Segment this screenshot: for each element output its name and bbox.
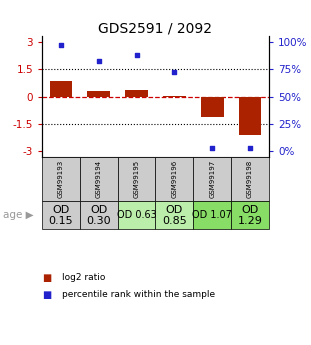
Text: GSM99196: GSM99196 [171, 160, 177, 198]
Bar [87, 91, 110, 97]
Title: GDS2591 / 2092: GDS2591 / 2092 [99, 21, 212, 35]
Bar [231, 201, 269, 229]
Bar [156, 157, 193, 201]
Point [210, 146, 215, 151]
Text: ■: ■ [42, 290, 51, 300]
Bar [163, 96, 186, 97]
Point [96, 59, 101, 64]
Text: GSM99198: GSM99198 [247, 160, 253, 198]
Text: GSM99197: GSM99197 [209, 160, 215, 198]
Point [58, 42, 63, 48]
Bar [118, 157, 156, 201]
Bar [201, 97, 224, 117]
Text: OD
0.30: OD 0.30 [86, 205, 111, 226]
Text: GSM99193: GSM99193 [58, 160, 64, 198]
Bar [49, 81, 72, 97]
Bar [42, 157, 80, 201]
Bar [42, 201, 80, 229]
Text: OD
0.15: OD 0.15 [49, 205, 73, 226]
Text: log2 ratio: log2 ratio [62, 273, 105, 282]
Text: age ▶: age ▶ [3, 210, 34, 220]
Text: OD
0.85: OD 0.85 [162, 205, 187, 226]
Bar [156, 201, 193, 229]
Bar [193, 157, 231, 201]
Bar [239, 97, 262, 135]
Bar [193, 201, 231, 229]
Text: GSM99195: GSM99195 [134, 160, 140, 198]
Bar [118, 201, 156, 229]
Point [248, 146, 253, 151]
Bar [231, 157, 269, 201]
Point [134, 52, 139, 58]
Text: OD 0.63: OD 0.63 [117, 210, 156, 220]
Bar [80, 201, 118, 229]
Text: GSM99194: GSM99194 [96, 160, 102, 198]
Bar [80, 157, 118, 201]
Point [172, 70, 177, 75]
Bar [125, 90, 148, 97]
Text: OD
1.29: OD 1.29 [238, 205, 262, 226]
Text: percentile rank within the sample: percentile rank within the sample [62, 290, 215, 299]
Text: ■: ■ [42, 273, 51, 283]
Text: OD 1.07: OD 1.07 [192, 210, 232, 220]
